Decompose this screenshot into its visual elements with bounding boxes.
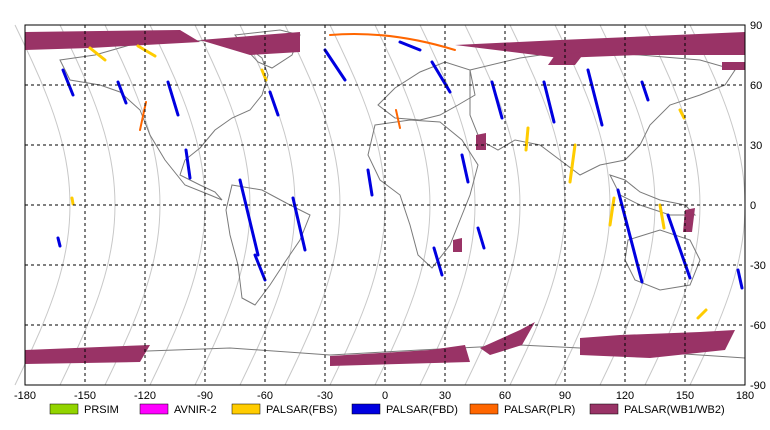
legend-swatch <box>139 403 169 415</box>
swath-fbs-pacific <box>70 196 75 206</box>
x-tick-label: 120 <box>616 390 634 402</box>
legend-item: PALSAR(WB1/WB2) <box>589 403 725 416</box>
swath-fbd-russia-west <box>398 40 422 52</box>
swath-wb-arctic-west <box>25 30 200 50</box>
x-tick-label: -150 <box>74 390 96 402</box>
legend-swatch <box>49 403 79 415</box>
swath-fbs-hudson <box>260 68 268 82</box>
y-tick-label: 60 <box>750 80 762 92</box>
coast-africa <box>367 119 479 269</box>
swath-fbd-arabia <box>460 153 470 184</box>
swath-fbd-east-canada <box>268 90 280 117</box>
swath-fbs-arctic-canada <box>136 44 157 58</box>
swath-wb-arctic-east <box>455 32 745 58</box>
x-tick-label: 0 <box>382 390 388 402</box>
legend-label: AVNIR-2 <box>174 404 217 416</box>
legend-swatch <box>351 403 381 415</box>
legend-swatch <box>231 403 261 415</box>
x-tick-label: -30 <box>317 390 333 402</box>
swath-fbd-canada <box>166 80 180 117</box>
x-tick-label: -90 <box>197 390 213 402</box>
x-tick-label: 150 <box>676 390 694 402</box>
swath-fbd-south-america-1 <box>238 178 260 257</box>
swath-fbd-fiji <box>736 268 744 290</box>
legend-label: PRSIM <box>84 404 119 416</box>
swath-wb-antarctic-west <box>25 345 150 364</box>
swaths-fbs <box>70 44 708 320</box>
swath-wb-antarctic-far-east <box>580 330 735 358</box>
swath-fbd-africa-central <box>476 226 486 250</box>
swath-fbd-africa-west <box>366 168 374 197</box>
x-tick-label: 90 <box>559 390 571 402</box>
swath-fbd-central-asia <box>542 80 556 124</box>
legend-item: PRSIM <box>49 403 119 416</box>
swaths-plr <box>139 33 456 131</box>
y-tick-label: 30 <box>750 140 762 152</box>
swath-fbd-central-america <box>184 148 192 180</box>
legend-item: AVNIR-2 <box>139 403 217 416</box>
swath-fbs-new-guinea <box>658 203 666 230</box>
y-axis-ticks: 90 60 30 0 -30 -60 -90 <box>750 20 766 392</box>
swath-wb-siberia <box>548 52 585 65</box>
legend-item: PALSAR(FBS) <box>231 403 337 416</box>
legend-item: PALSAR(PLR) <box>469 403 575 416</box>
swath-fbs-japan <box>678 108 686 120</box>
swath-wb-madagascar <box>453 238 462 252</box>
swath-fbd-africa-south <box>432 246 444 277</box>
legend-item: PALSAR(FBD) <box>351 403 458 416</box>
legend-swatch <box>589 403 619 415</box>
swaths-wb <box>25 30 745 366</box>
swath-fbd-siberia <box>586 68 604 127</box>
legend-label: PALSAR(FBD) <box>386 404 458 416</box>
swath-wb-middle-east <box>476 133 486 150</box>
x-axis-ticks: -180 -150 -120 -90 -60 -30 0 30 60 90 120 150 180 <box>14 390 754 402</box>
swath-plr-north-america <box>139 101 147 131</box>
x-tick-label: -60 <box>257 390 273 402</box>
swath-wb-antarctic-mid <box>330 345 470 366</box>
swath-wb-greenland <box>200 32 300 55</box>
swath-fbs-arabia <box>524 126 530 152</box>
legend-label: PALSAR(WB1/WB2) <box>624 404 725 416</box>
swath-fbd-pacific <box>56 236 62 248</box>
legend: PRSIM AVNIR-2 PALSAR(FBS) PALSAR(FBD) PALSAR… <box>49 403 725 416</box>
y-tick-label: 0 <box>750 200 756 212</box>
coast-australia <box>624 229 701 291</box>
graticule <box>25 25 745 385</box>
x-tick-label: 180 <box>736 390 754 402</box>
swath-fbd-australia <box>666 213 692 280</box>
swath-wb-kamchatka <box>722 62 745 70</box>
swath-fbs-southern-ocean <box>696 308 708 320</box>
swath-plr-africa <box>395 109 401 129</box>
legend-swatch <box>469 403 499 415</box>
swath-fbs-alaska <box>88 46 107 62</box>
swath-fbd-ural <box>490 80 504 120</box>
y-tick-label: -60 <box>750 320 766 332</box>
y-tick-label: 90 <box>750 20 762 32</box>
x-tick-label: 60 <box>499 390 511 402</box>
swath-fbs-indonesia <box>608 196 616 227</box>
swath-fbd-south-america-2 <box>291 196 307 252</box>
swath-fbd-patagonia <box>253 253 267 282</box>
y-tick-label: -30 <box>750 260 766 272</box>
legend-label: PALSAR(FBS) <box>266 404 337 416</box>
y-tick-label: -90 <box>750 380 766 392</box>
swath-wb-antarctic-east <box>480 322 535 355</box>
map-frame <box>24 24 746 386</box>
legend-label: PALSAR(PLR) <box>504 404 575 416</box>
swath-fbd-alaska-2 <box>116 80 128 105</box>
swath-fbd-russia <box>430 60 452 94</box>
swath-fbd-scandinavia <box>323 48 347 82</box>
x-tick-label: -180 <box>14 390 36 402</box>
x-tick-label: -120 <box>134 390 156 402</box>
swath-fbd-alaska-1 <box>61 68 75 97</box>
x-tick-label: 30 <box>439 390 451 402</box>
swath-wb-new-guinea <box>683 208 695 232</box>
coast-europe <box>377 61 476 121</box>
swath-plr-arctic-arc <box>329 33 456 51</box>
swath-fbs-india <box>568 143 577 184</box>
